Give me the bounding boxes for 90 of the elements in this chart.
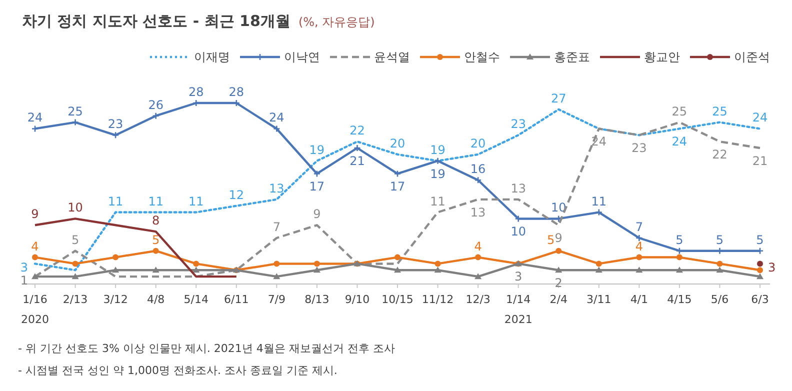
data-label: 24	[591, 134, 607, 149]
data-label: 10	[68, 200, 83, 215]
data-label: 9	[313, 207, 321, 222]
data-label: 9	[31, 207, 39, 222]
data-label: 11	[188, 194, 204, 208]
data-label: 5	[546, 232, 555, 247]
data-label: 24	[672, 134, 688, 149]
x-tick-label: 6/3	[751, 293, 769, 306]
text: - 시점별 전국 성인 약 1,000명 전화조사. 조사 종료일 기준 제시.	[18, 364, 338, 377]
data-label: 25	[68, 104, 83, 118]
data-label: 5	[716, 232, 724, 247]
legend-label: 홍준표	[554, 50, 590, 64]
data-label: 11	[148, 194, 164, 208]
data-label: 5	[676, 232, 684, 247]
x-tick-label: 12/3	[466, 293, 490, 306]
data-label: 13	[269, 181, 284, 196]
data-label: 24	[752, 110, 768, 125]
data-label: 13	[470, 205, 486, 220]
data-label: 5	[71, 232, 80, 247]
data-label: 21	[752, 154, 768, 168]
data-label: 10	[510, 224, 526, 239]
text: 2021	[504, 313, 532, 326]
x-tick-label: 4/1	[630, 293, 648, 306]
data-label: 23	[632, 141, 647, 156]
x-tick-label: 2/4	[550, 293, 568, 306]
text: - 위 기간 선호도 3% 이상 인물만 제시. 2021년 4월은 재보궐선거 전후 조사	[18, 342, 395, 355]
x-tick-label: 10/15	[382, 293, 414, 306]
legend-label: 윤석열	[374, 50, 410, 64]
data-label: 17	[390, 180, 406, 194]
data-label: 12	[228, 188, 244, 202]
data-label: 3	[20, 260, 28, 275]
x-tick-label: 2/13	[62, 293, 88, 306]
data-label: 3	[768, 260, 776, 275]
x-tick-label: 8/13	[304, 293, 330, 306]
data-label: 5	[756, 232, 764, 247]
data-label: 8	[152, 214, 160, 228]
x-tick-label: 7/9	[268, 293, 286, 306]
data-label: 16	[470, 162, 486, 176]
data-label: 19	[309, 142, 325, 157]
data-label: 23	[108, 117, 124, 132]
x-tick-label: 9/10	[344, 293, 370, 306]
data-label: 19	[430, 166, 446, 181]
data-label: 1	[20, 274, 28, 288]
data-label: 20	[390, 136, 406, 150]
data-label: 22	[350, 124, 365, 138]
x-tick-label: 4/15	[667, 293, 692, 306]
data-label: 11	[108, 194, 124, 208]
x-tick-label: 1/16	[22, 293, 48, 306]
data-label: 3	[514, 270, 522, 284]
data-label: 21	[350, 154, 365, 168]
data-label: 23	[510, 117, 526, 132]
data-label: 17	[309, 180, 325, 194]
data-label: 27	[550, 91, 566, 106]
legend-label: 안철수	[464, 50, 500, 64]
data-label: 7	[272, 220, 280, 234]
data-label: 22	[712, 148, 728, 162]
data-label: 4	[635, 239, 643, 254]
data-label: 25	[712, 104, 728, 118]
data-label: 13	[510, 181, 526, 196]
data-label: 24	[269, 110, 284, 125]
text: 2020	[21, 313, 49, 326]
x-tick-label: 3/11	[586, 293, 612, 306]
x-tick-label: 5/14	[184, 293, 208, 306]
legend-label: 이재명	[194, 50, 230, 64]
data-label: 7	[635, 220, 643, 234]
data-label: 9	[554, 231, 562, 246]
x-tick-label: 4/8	[146, 293, 165, 306]
legend-label: 황교안	[644, 50, 680, 64]
data-label: 20	[470, 136, 486, 150]
data-label: 19	[430, 142, 446, 157]
data-label: 4	[474, 239, 482, 254]
data-label: 28	[188, 85, 204, 99]
x-tick-label: 11/12	[422, 293, 454, 306]
x-tick-label: 5/6	[710, 293, 729, 306]
chart-title: 차기 정치 지도자 선호도 - 최근 18개월	[22, 12, 290, 30]
legend-label: 이낙연	[284, 50, 320, 64]
data-label: 4	[31, 239, 39, 254]
data-label: 24	[27, 110, 43, 125]
data-label: 5	[152, 232, 160, 247]
legend-label: 이준석	[734, 50, 770, 64]
data-label: 11	[430, 194, 446, 208]
data-label: 28	[228, 85, 244, 99]
x-tick-label: 6/11	[224, 293, 249, 306]
chart-subtitle: (%, 자유응답)	[298, 15, 375, 29]
data-label: 11	[591, 194, 607, 208]
data-label: 2	[554, 276, 562, 290]
x-tick-label: 3/12	[103, 293, 128, 306]
data-label: 26	[148, 98, 164, 112]
x-tick-label: 1/14	[506, 293, 531, 306]
data-label: 25	[672, 104, 688, 118]
